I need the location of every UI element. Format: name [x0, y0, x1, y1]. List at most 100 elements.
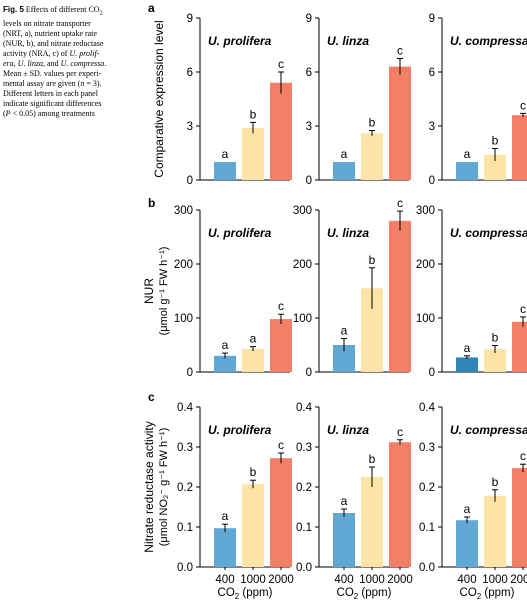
chart-panel-b-1: 0 100 200 300 a a c U. prolifera NUR (μmol g⁻¹ FW… [142, 196, 292, 379]
bar [242, 484, 264, 567]
species-title: U. prolifera [208, 423, 272, 437]
y-tick-label: 0 [306, 175, 312, 187]
bar [389, 66, 411, 180]
significance-letter: b [492, 331, 499, 345]
x-tick-label: 2000 [510, 574, 527, 586]
y-tick-label: 0.4 [419, 402, 436, 414]
caption-line: (NRT, a), nutrient uptake rate [3, 28, 97, 38]
x-tick-label: 2000 [268, 574, 294, 586]
y-tick-label: 0.1 [177, 522, 193, 534]
bar [214, 162, 236, 180]
y-tick-label: 0.4 [296, 402, 313, 414]
significance-letter: a [341, 324, 348, 338]
y-tick-label: 0.0 [296, 562, 312, 574]
y-tick-label: 300 [174, 205, 193, 217]
y-axis-label: Comparative expression level [152, 20, 166, 177]
bar [389, 442, 411, 567]
bar [512, 115, 527, 180]
bar [361, 288, 383, 372]
y-tick-label: 0.3 [296, 442, 312, 454]
y-tick-label: 9 [429, 13, 435, 25]
panel-letter: c [148, 390, 155, 404]
y-tick-label: 100 [416, 313, 435, 325]
species-title: U. compressa [450, 423, 527, 437]
y-tick-label: 100 [293, 313, 312, 325]
y-tick-label: 0.2 [419, 482, 435, 494]
y-tick-label: 0.0 [177, 562, 193, 574]
species-title: U. linza [327, 34, 369, 48]
caption-line: Mean ± SD. values per experi- [3, 68, 102, 78]
bar [484, 154, 506, 180]
bar [456, 357, 478, 372]
y-tick-label: 3 [306, 121, 312, 133]
caption-line: (P < 0.05) among treatments [3, 108, 95, 118]
significance-letter: c [278, 438, 284, 452]
x-tick-label: 1000 [359, 574, 385, 586]
significance-letter: b [369, 452, 376, 466]
y-tick-label: 200 [293, 259, 312, 271]
caption-line: mental assay are given (n = 3). [3, 78, 102, 88]
caption-line: era, U. linza, and U. compressa. [3, 58, 107, 68]
bar [333, 162, 355, 180]
bar [214, 528, 236, 567]
caption-line: levels on nitrate transporter [3, 18, 91, 28]
y-axis-unit-label: (μmol NO₂⁻ g⁻¹ FW h⁻¹) [158, 428, 170, 546]
bar [484, 349, 506, 372]
significance-letter: a [341, 147, 348, 161]
significance-letter: c [397, 196, 403, 210]
bar [270, 82, 292, 180]
significance-letter: b [250, 465, 257, 479]
bar [270, 458, 292, 567]
significance-letter: a [222, 338, 229, 352]
significance-letter: c [278, 299, 284, 313]
y-tick-label: 6 [187, 67, 193, 79]
chart-panel-b-3: 0 100 200 300 a b c U. compressa [416, 205, 527, 379]
x-tick-label: 400 [334, 574, 353, 586]
caption-line: activity (NRA, c) of U. prolif- [3, 48, 100, 58]
chart-panel-b-2: 0 100 200 300 a b c U. linza [293, 196, 411, 379]
significance-letter: b [492, 475, 499, 489]
y-tick-label: 0 [187, 175, 193, 187]
caption-line: Effects of different CO2 [25, 5, 103, 17]
bar [361, 133, 383, 180]
y-tick-label: 200 [416, 259, 435, 271]
significance-letter: a [222, 147, 229, 161]
significance-letter: b [492, 134, 499, 148]
y-tick-label: 0.3 [177, 442, 193, 454]
y-tick-label: 0.1 [419, 522, 435, 534]
significance-letter: a [250, 332, 257, 346]
x-axis-label: CO2 (ppm) [337, 587, 392, 601]
significance-letter: c [278, 57, 284, 71]
species-title: U. compressa [450, 226, 527, 240]
x-tick-label: 400 [457, 574, 476, 586]
y-tick-label: 3 [429, 121, 435, 133]
y-tick-label: 0.4 [177, 402, 194, 414]
x-tick-label: 2000 [387, 574, 413, 586]
bar [242, 127, 264, 180]
y-tick-label: 6 [429, 67, 435, 79]
y-tick-label: 9 [187, 13, 193, 25]
panel-letter: b [148, 196, 155, 210]
bar [389, 220, 411, 372]
bar [456, 162, 478, 180]
significance-letter: b [369, 253, 376, 267]
y-tick-label: 0 [429, 175, 435, 187]
significance-letter: c [520, 302, 526, 316]
y-tick-label: 0 [187, 367, 193, 379]
y-tick-label: 0.3 [419, 442, 435, 454]
species-title: U. prolifera [208, 226, 272, 240]
chart-panel-c-1: 0.0 0.1 0.2 0.3 0.4 a b c U. prolifera 400 1000 200… [142, 390, 294, 601]
chart-panel-c-3: 0.0 0.1 0.2 0.3 0.4 a b c U. compressa 400 1000 200… [419, 402, 527, 601]
species-title: U. prolifera [208, 34, 272, 48]
significance-letter: c [520, 449, 526, 463]
x-axis-label: CO2 (ppm) [460, 587, 515, 601]
bar [333, 345, 355, 372]
figure-label: Fig. 5 [3, 5, 24, 14]
bar [361, 477, 383, 567]
y-tick-label: 200 [174, 259, 193, 271]
bar [456, 520, 478, 567]
significance-letter: a [341, 494, 348, 508]
y-tick-label: 0.0 [419, 562, 435, 574]
caption-line: (NUR, b), and nitrate reductase [3, 38, 104, 48]
x-tick-label: 400 [215, 574, 234, 586]
